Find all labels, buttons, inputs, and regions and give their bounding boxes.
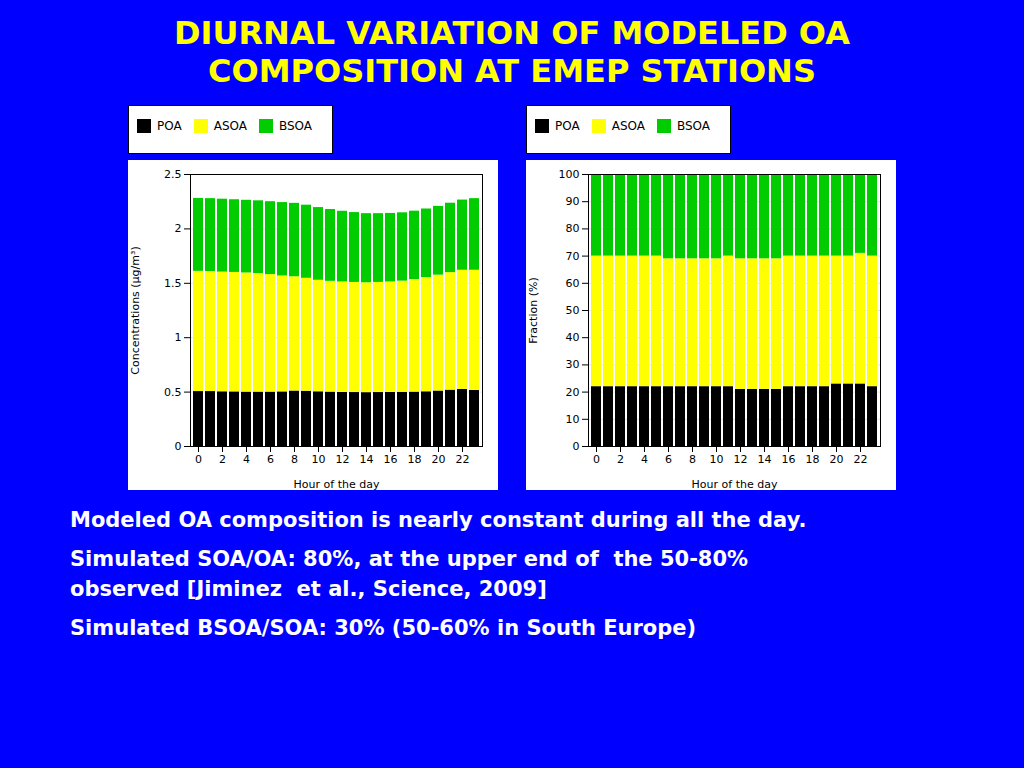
svg-text:16: 16 (384, 453, 398, 466)
svg-text:Fraction (%): Fraction (%) (527, 277, 540, 343)
svg-text:10: 10 (566, 413, 580, 426)
svg-text:22: 22 (854, 453, 868, 466)
svg-text:60: 60 (566, 277, 580, 290)
svg-text:0: 0 (593, 453, 600, 466)
svg-text:Hour of the day: Hour of the day (692, 477, 778, 490)
svg-text:4: 4 (641, 453, 648, 466)
svg-text:14: 14 (758, 453, 772, 466)
svg-text:10: 10 (312, 453, 326, 466)
svg-text:14: 14 (360, 453, 374, 466)
svg-text:40: 40 (566, 331, 580, 344)
html-text:Simulated BSOA/SOA: 30% (50-60: Simulated BSOA/SOA: 30% (50-60% in South… (70, 616, 697, 640)
svg-text:20: 20 (830, 453, 844, 466)
html-text:ASOA: ASOA (611, 119, 645, 134)
svg-text:12: 12 (734, 453, 748, 466)
svg-text:0: 0 (195, 453, 202, 466)
svg-text:20: 20 (566, 385, 580, 398)
svg-text:1.5: 1.5 (164, 277, 182, 290)
svg-text:0: 0 (175, 440, 182, 453)
svg-text:2.5: 2.5 (164, 168, 182, 181)
svg-text:8: 8 (291, 453, 298, 466)
svg-text:10: 10 (710, 453, 724, 466)
svg-text:1: 1 (175, 331, 182, 344)
svg-text:90: 90 (566, 195, 580, 208)
svg-text:22: 22 (456, 453, 470, 466)
html-text:POA: POA (157, 119, 182, 134)
svg-text:16: 16 (782, 453, 796, 466)
svg-text:70: 70 (566, 249, 580, 262)
svg-text:18: 18 (408, 453, 422, 466)
svg-text:2: 2 (219, 453, 226, 466)
svg-text:Hour of the day: Hour of the day (294, 477, 380, 490)
svg-text:20: 20 (432, 453, 446, 466)
svg-text:50: 50 (566, 304, 580, 317)
html-text:POA: POA (555, 119, 580, 134)
svg-text:6: 6 (665, 453, 672, 466)
svg-text:8: 8 (689, 453, 696, 466)
svg-text:12: 12 (336, 453, 350, 466)
html-text:Modeled OA composition is near: Modeled OA composition is nearly constan… (70, 507, 807, 532)
html-text:Simulated SOA/OA: 80%, at the: Simulated SOA/OA: 80%, at the upper end … (70, 547, 749, 601)
svg-text:0.5: 0.5 (164, 385, 182, 398)
svg-text:Concentrations (μg/m³): Concentrations (μg/m³) (129, 246, 142, 374)
svg-text:80: 80 (566, 222, 580, 235)
html-text:DIURNAL VARIATION OF MODELED O: DIURNAL VARIATION OF MODELED OA COMPOSIT… (174, 14, 850, 91)
html-text:ASOA: ASOA (213, 119, 247, 134)
html-text:BSOA: BSOA (279, 119, 313, 134)
svg-text:2: 2 (617, 453, 624, 466)
html-text:BSOA: BSOA (677, 119, 711, 134)
svg-text:6: 6 (267, 453, 274, 466)
svg-text:4: 4 (243, 453, 250, 466)
svg-text:18: 18 (806, 453, 820, 466)
svg-text:0: 0 (573, 440, 580, 453)
svg-text:2: 2 (175, 222, 182, 235)
svg-text:30: 30 (566, 358, 580, 371)
svg-text:100: 100 (559, 168, 580, 181)
